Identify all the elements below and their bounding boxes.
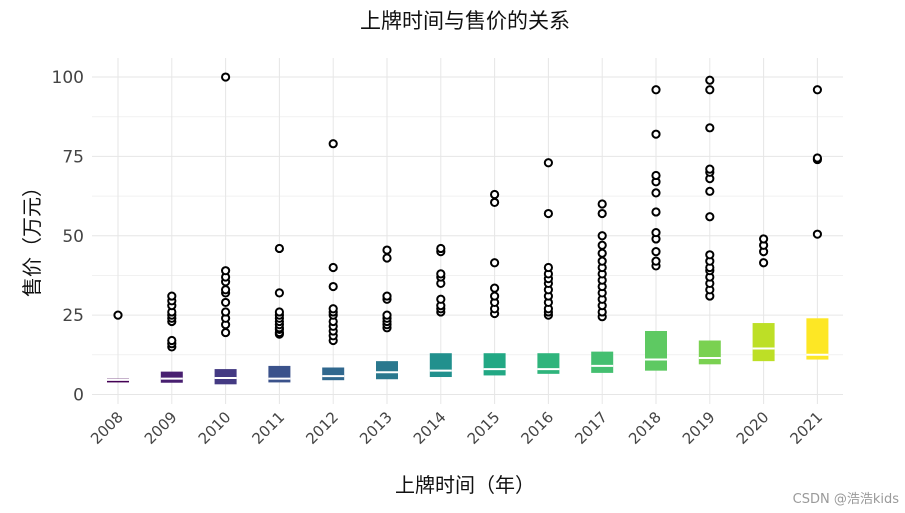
outlier-point (705, 164, 715, 174)
box (160, 371, 183, 383)
outlier-point (597, 240, 607, 250)
outlier-point (490, 291, 500, 301)
outlier-point (651, 85, 661, 95)
outlier-point (651, 170, 661, 181)
box (322, 367, 345, 381)
outlier-point (382, 291, 392, 301)
box (429, 353, 452, 378)
box (214, 369, 237, 385)
outlier-point (436, 243, 446, 254)
chart-title: 上牌时间与售价的关系 (360, 9, 570, 33)
box (376, 361, 398, 380)
outlier-point (597, 256, 607, 266)
outliers-layer (113, 72, 823, 352)
box (645, 330, 667, 371)
outlier-point (651, 129, 661, 139)
outlier-point (490, 283, 500, 293)
y-tick-label: 100 (52, 68, 84, 88)
outlier-point (167, 335, 177, 346)
outlier-point (651, 256, 661, 266)
y-tick-label: 25 (62, 306, 84, 326)
outlier-point (597, 248, 607, 258)
box (483, 353, 506, 376)
outlier-point (436, 269, 446, 279)
outlier-point (812, 229, 823, 239)
box (752, 323, 775, 362)
outlier-point (382, 245, 392, 255)
outlier-point (328, 139, 338, 149)
x-axis-label: 上牌时间（年） (395, 473, 535, 497)
outlier-point (328, 262, 338, 273)
outlier-point (705, 250, 715, 260)
outlier-point (113, 310, 123, 320)
outlier-point (328, 281, 338, 292)
outlier-point (705, 85, 715, 95)
boxes-layer (107, 318, 829, 385)
outlier-point (759, 258, 769, 268)
outlier-point (651, 207, 661, 217)
outlier-point (705, 75, 715, 85)
y-tick-label: 0 (73, 385, 84, 405)
outlier-point (274, 288, 284, 298)
outlier-point (651, 247, 661, 257)
outlier-point (328, 304, 338, 314)
outlier-point (490, 189, 500, 200)
box (698, 340, 721, 365)
outlier-point (543, 208, 554, 219)
outlier-point (597, 231, 607, 241)
box (268, 365, 291, 383)
outlier-point (543, 262, 554, 273)
outlier-point (221, 285, 231, 295)
outlier-point (436, 294, 446, 304)
outlier-point (490, 258, 500, 268)
outlier-point (705, 123, 715, 133)
outlier-point (274, 243, 284, 254)
y-tick-label: 50 (62, 227, 84, 247)
outlier-point (221, 72, 231, 82)
outlier-point (812, 153, 823, 163)
outlier-point (597, 208, 607, 219)
outlier-point (221, 327, 231, 338)
outlier-point (597, 199, 607, 209)
outlier-point (221, 297, 231, 308)
outlier-point (543, 158, 554, 168)
y-axis-ticks: 0 25 50 75 100 (52, 68, 84, 405)
box (806, 318, 829, 360)
outlier-point (490, 197, 500, 208)
outlier-point (759, 234, 769, 244)
watermark: CSDN @浩浩kids (792, 492, 899, 507)
outlier-point (651, 227, 661, 238)
outlier-point (705, 212, 715, 222)
outlier-point (812, 85, 823, 95)
y-tick-label: 75 (62, 147, 84, 167)
outlier-point (705, 186, 715, 196)
outlier-point (221, 266, 231, 276)
outlier-point (167, 291, 177, 301)
outlier-point (382, 253, 392, 263)
outlier-point (382, 310, 392, 320)
outlier-point (651, 188, 661, 198)
outlier-point (274, 307, 284, 317)
outlier-point (221, 307, 231, 317)
box (591, 351, 614, 373)
box (537, 353, 560, 374)
y-axis-label: 售价（万元） (20, 177, 44, 297)
